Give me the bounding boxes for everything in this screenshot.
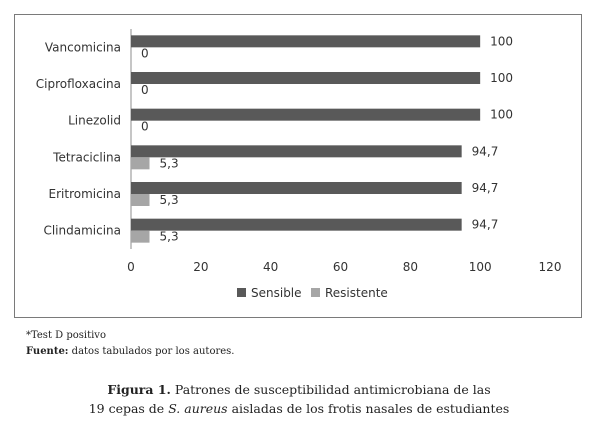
figure-caption-label: Figura 1. [107,382,171,397]
chart-frame: Vancomicina 100 0 Ciprofloxacina 100 0 Linezol… [14,14,582,318]
bar-sensible [131,218,462,231]
bar-resistente [131,157,150,170]
data-label: 94,7 [472,218,499,232]
category-label: Tetraciclina [52,150,121,164]
legend-label-resistente: Resistente [325,286,388,300]
category-label: Linezolid [68,114,121,128]
bar-sensible [131,108,481,121]
data-label: 100 [490,34,513,48]
data-label: 5,3 [160,230,179,244]
data-label: 94,7 [472,144,499,158]
figure-caption-species: S. aureus [168,401,228,416]
legend-label-sensible: Sensible [251,286,302,300]
bar-chart: Vancomicina 100 0 Ciprofloxacina 100 0 Linezol… [36,29,562,300]
bar-sensible [131,182,462,194]
category-label: Eritromicina [49,187,121,201]
x-tick-label: 100 [469,260,492,274]
footnote-source-text: datos tabulados por los autores. [68,346,235,357]
data-label: 100 [490,71,513,85]
category-label: Clindamicina [43,224,121,238]
bar-sensible [131,72,481,84]
data-label: 100 [490,108,513,122]
figure-caption-text-2b: aisladas de los frotis nasales de estudi… [227,401,510,416]
legend-swatch-resistente [311,288,320,297]
footnote-test-text: *Test D positivo [26,330,106,341]
x-tick-label: 40 [263,260,278,274]
data-label: 0 [141,83,149,97]
figure-caption-line-1: Figura 1. Patrones de susceptibilidad an… [0,382,598,397]
bar-sensible [131,145,462,158]
data-label: 0 [141,120,149,134]
bar-resistente [131,230,150,243]
data-label: 94,7 [472,181,499,195]
legend-swatch-sensible [237,288,246,297]
data-label: 0 [141,46,149,60]
figure-caption-text-2a: 19 cepas de [88,401,169,416]
figure-caption-text-1: Patrones de susceptibilidad antimicrobia… [170,382,491,397]
footnote-source: Fuente: datos tabulados por los autores. [26,346,234,357]
category-label: Vancomicina [45,40,121,54]
footnote-source-label: Fuente: [26,346,69,357]
data-label: 5,3 [160,193,179,207]
bar-sensible [131,35,481,48]
bar-resistente [131,194,150,206]
x-tick-label: 120 [539,260,562,274]
figure-caption-line-2: 19 cepas de S. aureus aisladas de los fr… [0,401,598,416]
data-label: 5,3 [160,156,179,170]
category-label: Ciprofloxacina [36,77,121,91]
x-tick-label: 20 [193,260,208,274]
x-tick-label: 60 [333,260,348,274]
x-tick-label: 0 [127,260,135,274]
footnote-test: *Test D positivo [26,330,106,341]
x-tick-label: 80 [403,260,418,274]
